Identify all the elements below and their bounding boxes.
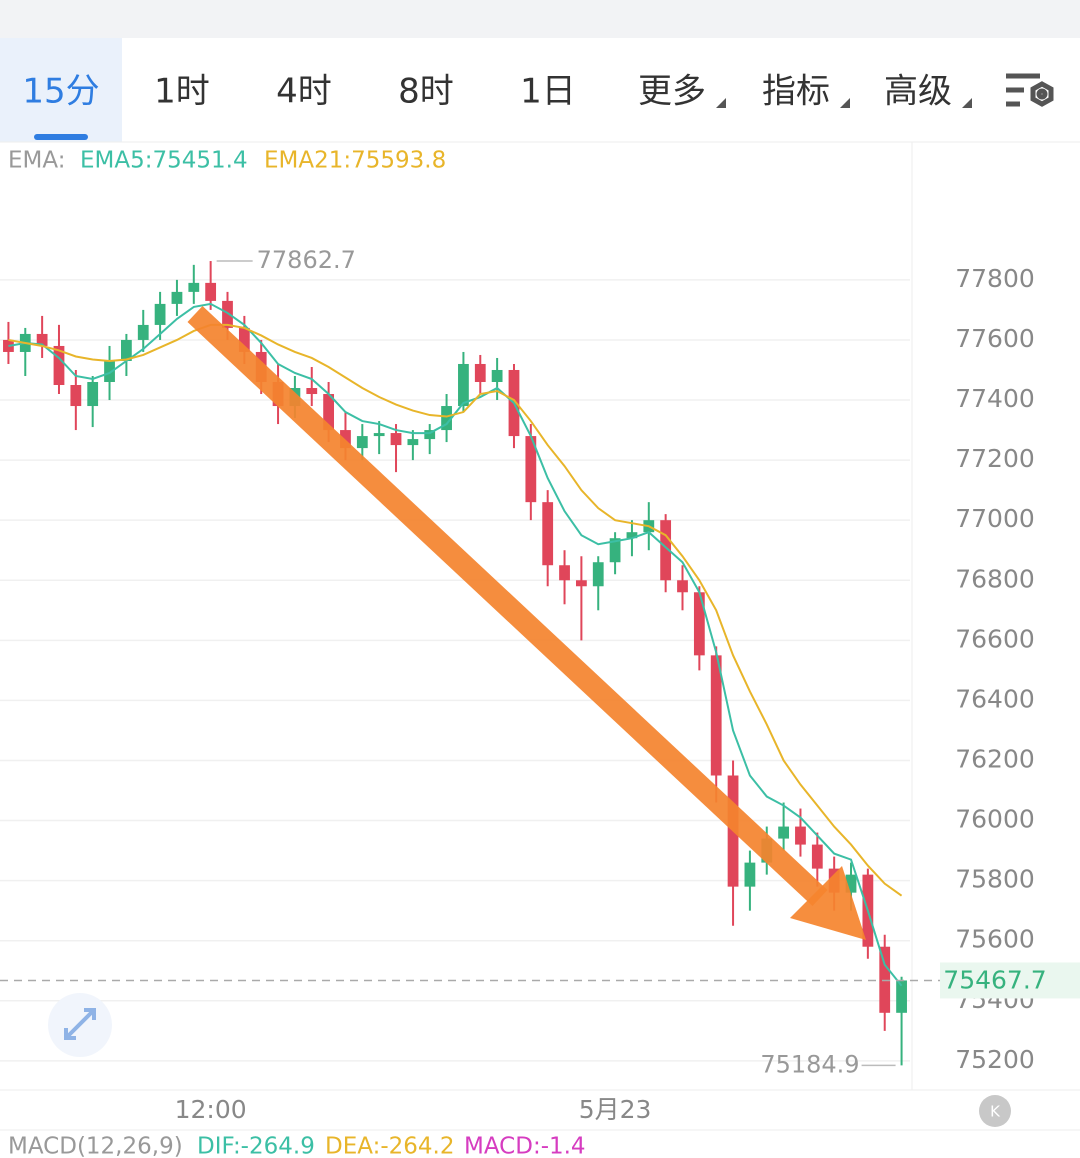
candle-body [137, 324, 149, 340]
candle-body [626, 532, 638, 539]
candle-body [592, 562, 604, 587]
candle-body [795, 826, 806, 845]
active-tab-bg [0, 38, 122, 142]
candle-body [53, 345, 65, 386]
candle-body [575, 580, 587, 587]
ema-line [8, 302, 903, 987]
candle-body [205, 282, 217, 301]
candle-body [306, 388, 318, 395]
candle-body [559, 565, 570, 581]
top-strip [0, 0, 1080, 38]
tab[interactable]: 1时 [154, 72, 210, 112]
dropdown-mark [962, 98, 972, 108]
candle-body [458, 363, 469, 407]
tab[interactable]: 4时 [276, 72, 332, 112]
macd-dif: DIF:-264.9 [197, 1134, 315, 1158]
candle-body [474, 363, 486, 383]
candle-body [441, 406, 452, 431]
high-label: 77862.7 [257, 246, 356, 274]
candle-body [222, 300, 233, 328]
candle-body [811, 844, 823, 869]
candle-body [710, 655, 722, 776]
candle-body [660, 520, 672, 581]
reset-button[interactable] [979, 1095, 1011, 1127]
candle-body [407, 439, 419, 446]
candle-body [36, 333, 48, 346]
legend-entry: EMA21:75593.8 [264, 148, 446, 174]
candle-body [542, 502, 554, 566]
candle-body [677, 580, 688, 593]
y-tick-label: 75600 [955, 925, 1035, 954]
macd-dea: DEA:-264.2 [325, 1134, 454, 1158]
legend-entry: EMA5:75451.4 [80, 148, 248, 174]
candle-body [424, 430, 436, 440]
y-tick-label: 76600 [955, 624, 1035, 653]
y-tick-label: 75800 [955, 865, 1035, 894]
tab[interactable]: 更多 [638, 72, 706, 112]
y-tick-label: 77600 [955, 324, 1035, 353]
last-price-bg [940, 962, 1080, 999]
candle-body [188, 282, 200, 292]
candle-body [373, 433, 385, 437]
y-tick-label: 77000 [955, 504, 1035, 533]
tab-underline [34, 134, 88, 140]
tab-bar: 15分 1时 4时 8时 1日 更多 指标 高级 [22, 72, 952, 112]
candle-body [238, 327, 250, 352]
candle-body [171, 291, 183, 304]
y-tick-label: 77800 [955, 264, 1035, 293]
tab[interactable]: 1日 [520, 72, 576, 112]
x-tick-label: 5月23 [579, 1095, 652, 1124]
candle-body [896, 980, 907, 1013]
y-tick-label: 76800 [955, 564, 1035, 593]
candle-body [87, 382, 99, 407]
candle-body [778, 826, 790, 839]
y-tick-label: 77400 [955, 384, 1035, 413]
y-tick-label: 76000 [955, 805, 1035, 834]
tab[interactable]: 高级 [884, 72, 952, 112]
plot: 7520075400756007580076000762007640076600… [0, 246, 1080, 1124]
candle-body [693, 592, 705, 656]
y-tick-label: 77200 [955, 444, 1035, 473]
tab[interactable]: 8时 [398, 72, 454, 112]
low-label: 75184.9 [760, 1050, 859, 1078]
settings-icon[interactable] [1006, 73, 1054, 107]
y-tick-label: 76200 [955, 744, 1035, 773]
macd-value: MACD:-1.4 [464, 1134, 586, 1158]
candle-body [525, 436, 537, 503]
candle-body [609, 538, 621, 563]
trend-arrow [187, 305, 866, 940]
candle-body [154, 303, 166, 325]
macd-label: MACD(12,26,9) [8, 1134, 183, 1158]
expand-icon [64, 1008, 96, 1040]
candle-body [744, 862, 756, 887]
y-tick-label: 75200 [955, 1045, 1035, 1074]
indicator-label: EMA: [8, 148, 65, 174]
candle-body [356, 436, 368, 449]
last-price-label: 75467.7 [943, 965, 1046, 994]
candle-body [120, 339, 132, 361]
candle-body [70, 385, 82, 407]
x-tick-label: 12:00 [175, 1095, 247, 1124]
tab[interactable]: 15分 [22, 72, 99, 112]
y-tick-label: 76400 [955, 684, 1035, 713]
candle-body [323, 394, 335, 431]
reset-icon: K [990, 1103, 1001, 1121]
candle-body [491, 369, 503, 383]
dropdown-mark [840, 98, 850, 108]
tab[interactable]: 指标 [762, 72, 830, 112]
ema-line [8, 323, 903, 897]
candle-body [340, 430, 351, 449]
candle-body [845, 874, 857, 893]
candle-body [390, 433, 402, 446]
dropdown-mark [716, 98, 726, 108]
candle-body [104, 360, 115, 383]
